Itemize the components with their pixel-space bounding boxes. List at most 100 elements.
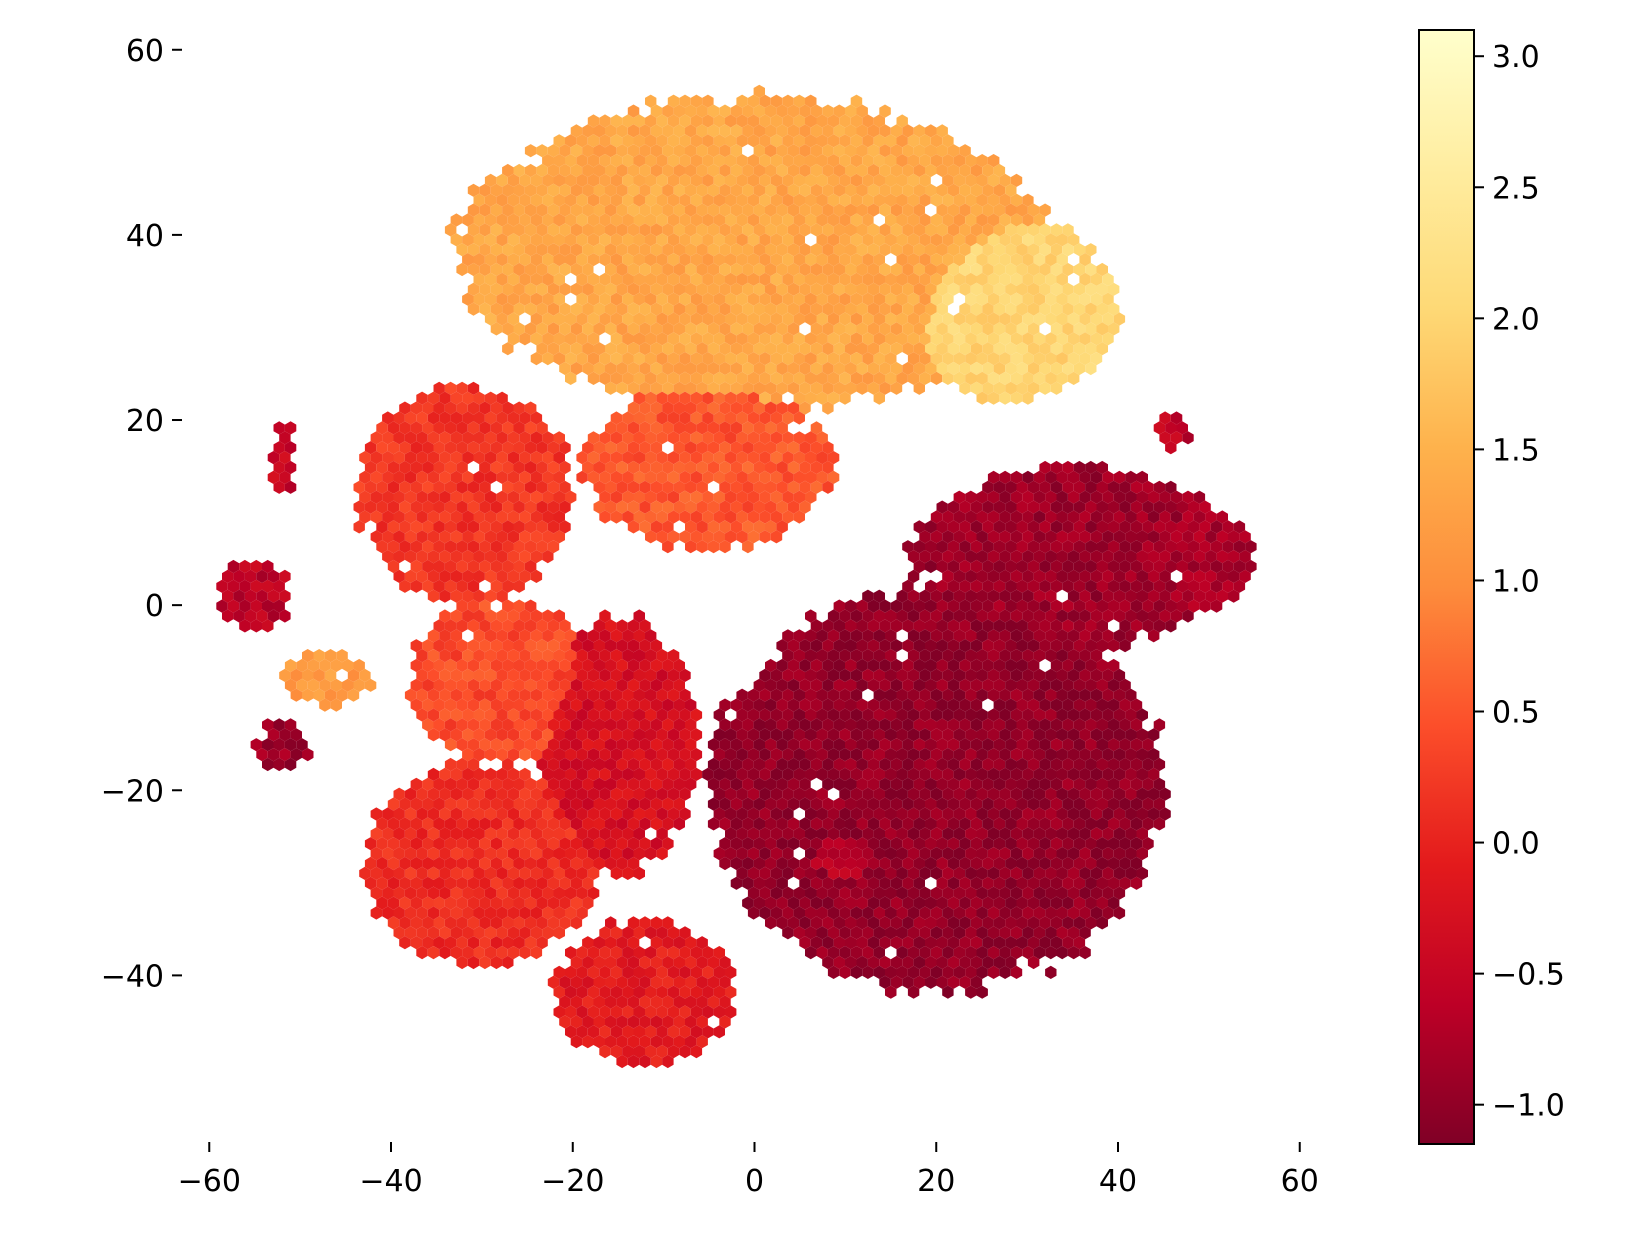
hex-cell bbox=[1096, 797, 1108, 811]
hex-cell bbox=[416, 847, 428, 861]
hex-cell bbox=[519, 233, 531, 247]
hex-cell bbox=[553, 332, 565, 346]
hex-cell bbox=[1073, 817, 1086, 831]
hex-cell bbox=[970, 579, 983, 593]
hex-cell bbox=[713, 767, 725, 781]
hex-cell bbox=[747, 193, 760, 207]
hex-cell bbox=[930, 708, 943, 722]
hex-cell bbox=[444, 401, 457, 415]
hex-cell bbox=[976, 906, 988, 920]
hex-cell bbox=[565, 233, 577, 247]
hex-cell bbox=[965, 886, 977, 900]
hex-cell bbox=[542, 431, 554, 445]
hex-cell bbox=[782, 332, 794, 346]
hex-cell bbox=[730, 460, 743, 475]
hex-cell bbox=[513, 520, 525, 534]
hex-cell bbox=[730, 302, 743, 316]
hex-cell bbox=[719, 282, 731, 296]
hex-cell bbox=[639, 302, 651, 316]
hex-cell bbox=[513, 460, 525, 475]
hex-cell bbox=[725, 391, 737, 405]
hex-cell bbox=[404, 827, 417, 841]
hex-cell bbox=[1159, 490, 1171, 504]
hex-cell bbox=[890, 262, 903, 277]
hex-cell bbox=[930, 134, 943, 148]
hex-cell bbox=[616, 619, 628, 633]
colorbar-tick-label: 3.0 bbox=[1492, 40, 1540, 75]
hex-cell bbox=[622, 272, 634, 286]
hex-cell bbox=[1022, 510, 1034, 524]
hex-cell bbox=[645, 530, 657, 544]
hex-cell bbox=[907, 847, 920, 861]
hex-cell bbox=[1090, 827, 1103, 841]
hex-cell bbox=[593, 856, 605, 871]
hex-cell bbox=[845, 718, 857, 732]
hex-cell bbox=[890, 777, 903, 791]
hex-cell bbox=[473, 569, 485, 583]
hex-cell bbox=[484, 728, 497, 742]
hex-cell bbox=[593, 361, 605, 376]
hex-cell bbox=[536, 936, 548, 950]
hex-cell bbox=[1159, 589, 1171, 603]
hex-cell bbox=[947, 599, 960, 613]
hex-cell bbox=[1130, 876, 1143, 890]
hex-cell bbox=[999, 272, 1011, 286]
hex-cell bbox=[673, 163, 685, 178]
hex-cell bbox=[713, 391, 725, 405]
hex-cell bbox=[1136, 708, 1148, 722]
hex-cell bbox=[530, 708, 543, 722]
hex-cell bbox=[416, 886, 428, 900]
hex-cell bbox=[690, 470, 703, 484]
hex-cell bbox=[1096, 619, 1108, 633]
hex-cell bbox=[467, 599, 480, 613]
hex-cell bbox=[1050, 262, 1063, 277]
hex-cell bbox=[856, 757, 868, 772]
hex-cell bbox=[347, 688, 360, 702]
hex-cell bbox=[410, 421, 423, 435]
hex-cell bbox=[513, 203, 525, 217]
hex-cell bbox=[1193, 550, 1206, 564]
hex-cell bbox=[519, 253, 531, 267]
hex-cell bbox=[444, 678, 457, 692]
hex-cell bbox=[542, 253, 554, 267]
hex-cell bbox=[1073, 619, 1086, 633]
hex-cell bbox=[496, 668, 508, 682]
hex-cell bbox=[1067, 748, 1080, 762]
hex-cell bbox=[947, 916, 960, 930]
hex-cell bbox=[759, 411, 771, 425]
hex-cell bbox=[587, 272, 600, 286]
hex-cell bbox=[656, 510, 668, 524]
hex-cell bbox=[702, 134, 714, 148]
hex-cell bbox=[942, 906, 954, 920]
hex-cell bbox=[987, 926, 1000, 940]
hex-cell bbox=[713, 154, 725, 168]
hex-cell bbox=[427, 411, 440, 425]
hex-cell bbox=[982, 678, 994, 692]
hex-cell bbox=[810, 896, 823, 910]
hex-cell bbox=[987, 391, 1000, 405]
hex-cell bbox=[227, 599, 240, 613]
hex-cell bbox=[639, 975, 651, 989]
hex-cell bbox=[959, 361, 971, 376]
hex-cell bbox=[799, 876, 811, 890]
hex-cell bbox=[822, 480, 834, 494]
hex-cell bbox=[959, 698, 971, 712]
hex-cell bbox=[1050, 876, 1063, 890]
hex-cell bbox=[1239, 550, 1251, 564]
hex-cell bbox=[667, 352, 680, 366]
hex-cell bbox=[742, 797, 754, 811]
hex-cell bbox=[799, 243, 811, 257]
hex-cell bbox=[347, 668, 360, 682]
hex-cell bbox=[896, 272, 908, 286]
hex-cell bbox=[822, 401, 834, 415]
hex-cell bbox=[1056, 490, 1068, 504]
hex-cell bbox=[279, 569, 291, 583]
hex-cell bbox=[633, 807, 645, 821]
hex-cell bbox=[593, 777, 605, 791]
hex-cell bbox=[787, 104, 800, 118]
hex-cell bbox=[353, 678, 365, 692]
hex-cell bbox=[444, 738, 457, 752]
hex-cell bbox=[582, 757, 594, 772]
hex-cell bbox=[942, 352, 954, 366]
